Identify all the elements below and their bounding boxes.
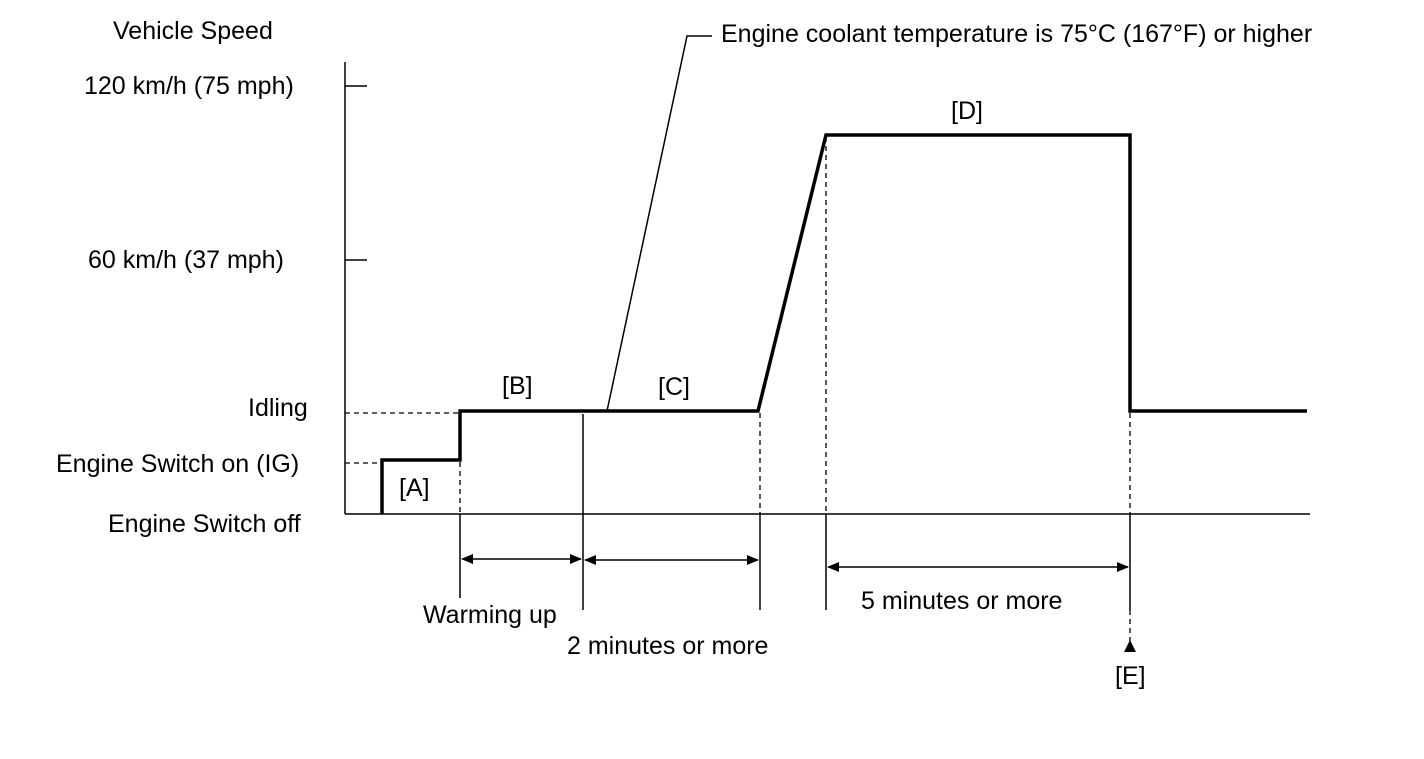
phase-label-b: [B]	[502, 372, 533, 400]
coolant-callout-label: Engine coolant temperature is 75°C (167°…	[721, 20, 1312, 48]
y-axis-title: Vehicle Speed	[113, 17, 273, 45]
phase-label-a: [A]	[399, 474, 430, 502]
warming-up-label: Warming up	[423, 601, 557, 629]
e-pointer-triangle	[1124, 640, 1136, 652]
two-minutes-label: 2 minutes or more	[567, 632, 768, 660]
level-label-switch-off: Engine Switch off	[108, 510, 301, 538]
level-label-idling: Idling	[248, 394, 308, 422]
phase-label-d: [D]	[951, 97, 983, 125]
phase-label-e: [E]	[1115, 662, 1146, 690]
level-label-120: 120 km/h (75 mph)	[84, 72, 294, 100]
level-label-60: 60 km/h (37 mph)	[88, 246, 284, 274]
coolant-callout-leader	[606, 35, 712, 412]
five-minutes-label: 5 minutes or more	[861, 587, 1062, 615]
phase-label-c: [C]	[658, 373, 690, 401]
level-label-switch-on: Engine Switch on (IG)	[56, 450, 299, 478]
speed-profile-line	[380, 133, 1307, 514]
